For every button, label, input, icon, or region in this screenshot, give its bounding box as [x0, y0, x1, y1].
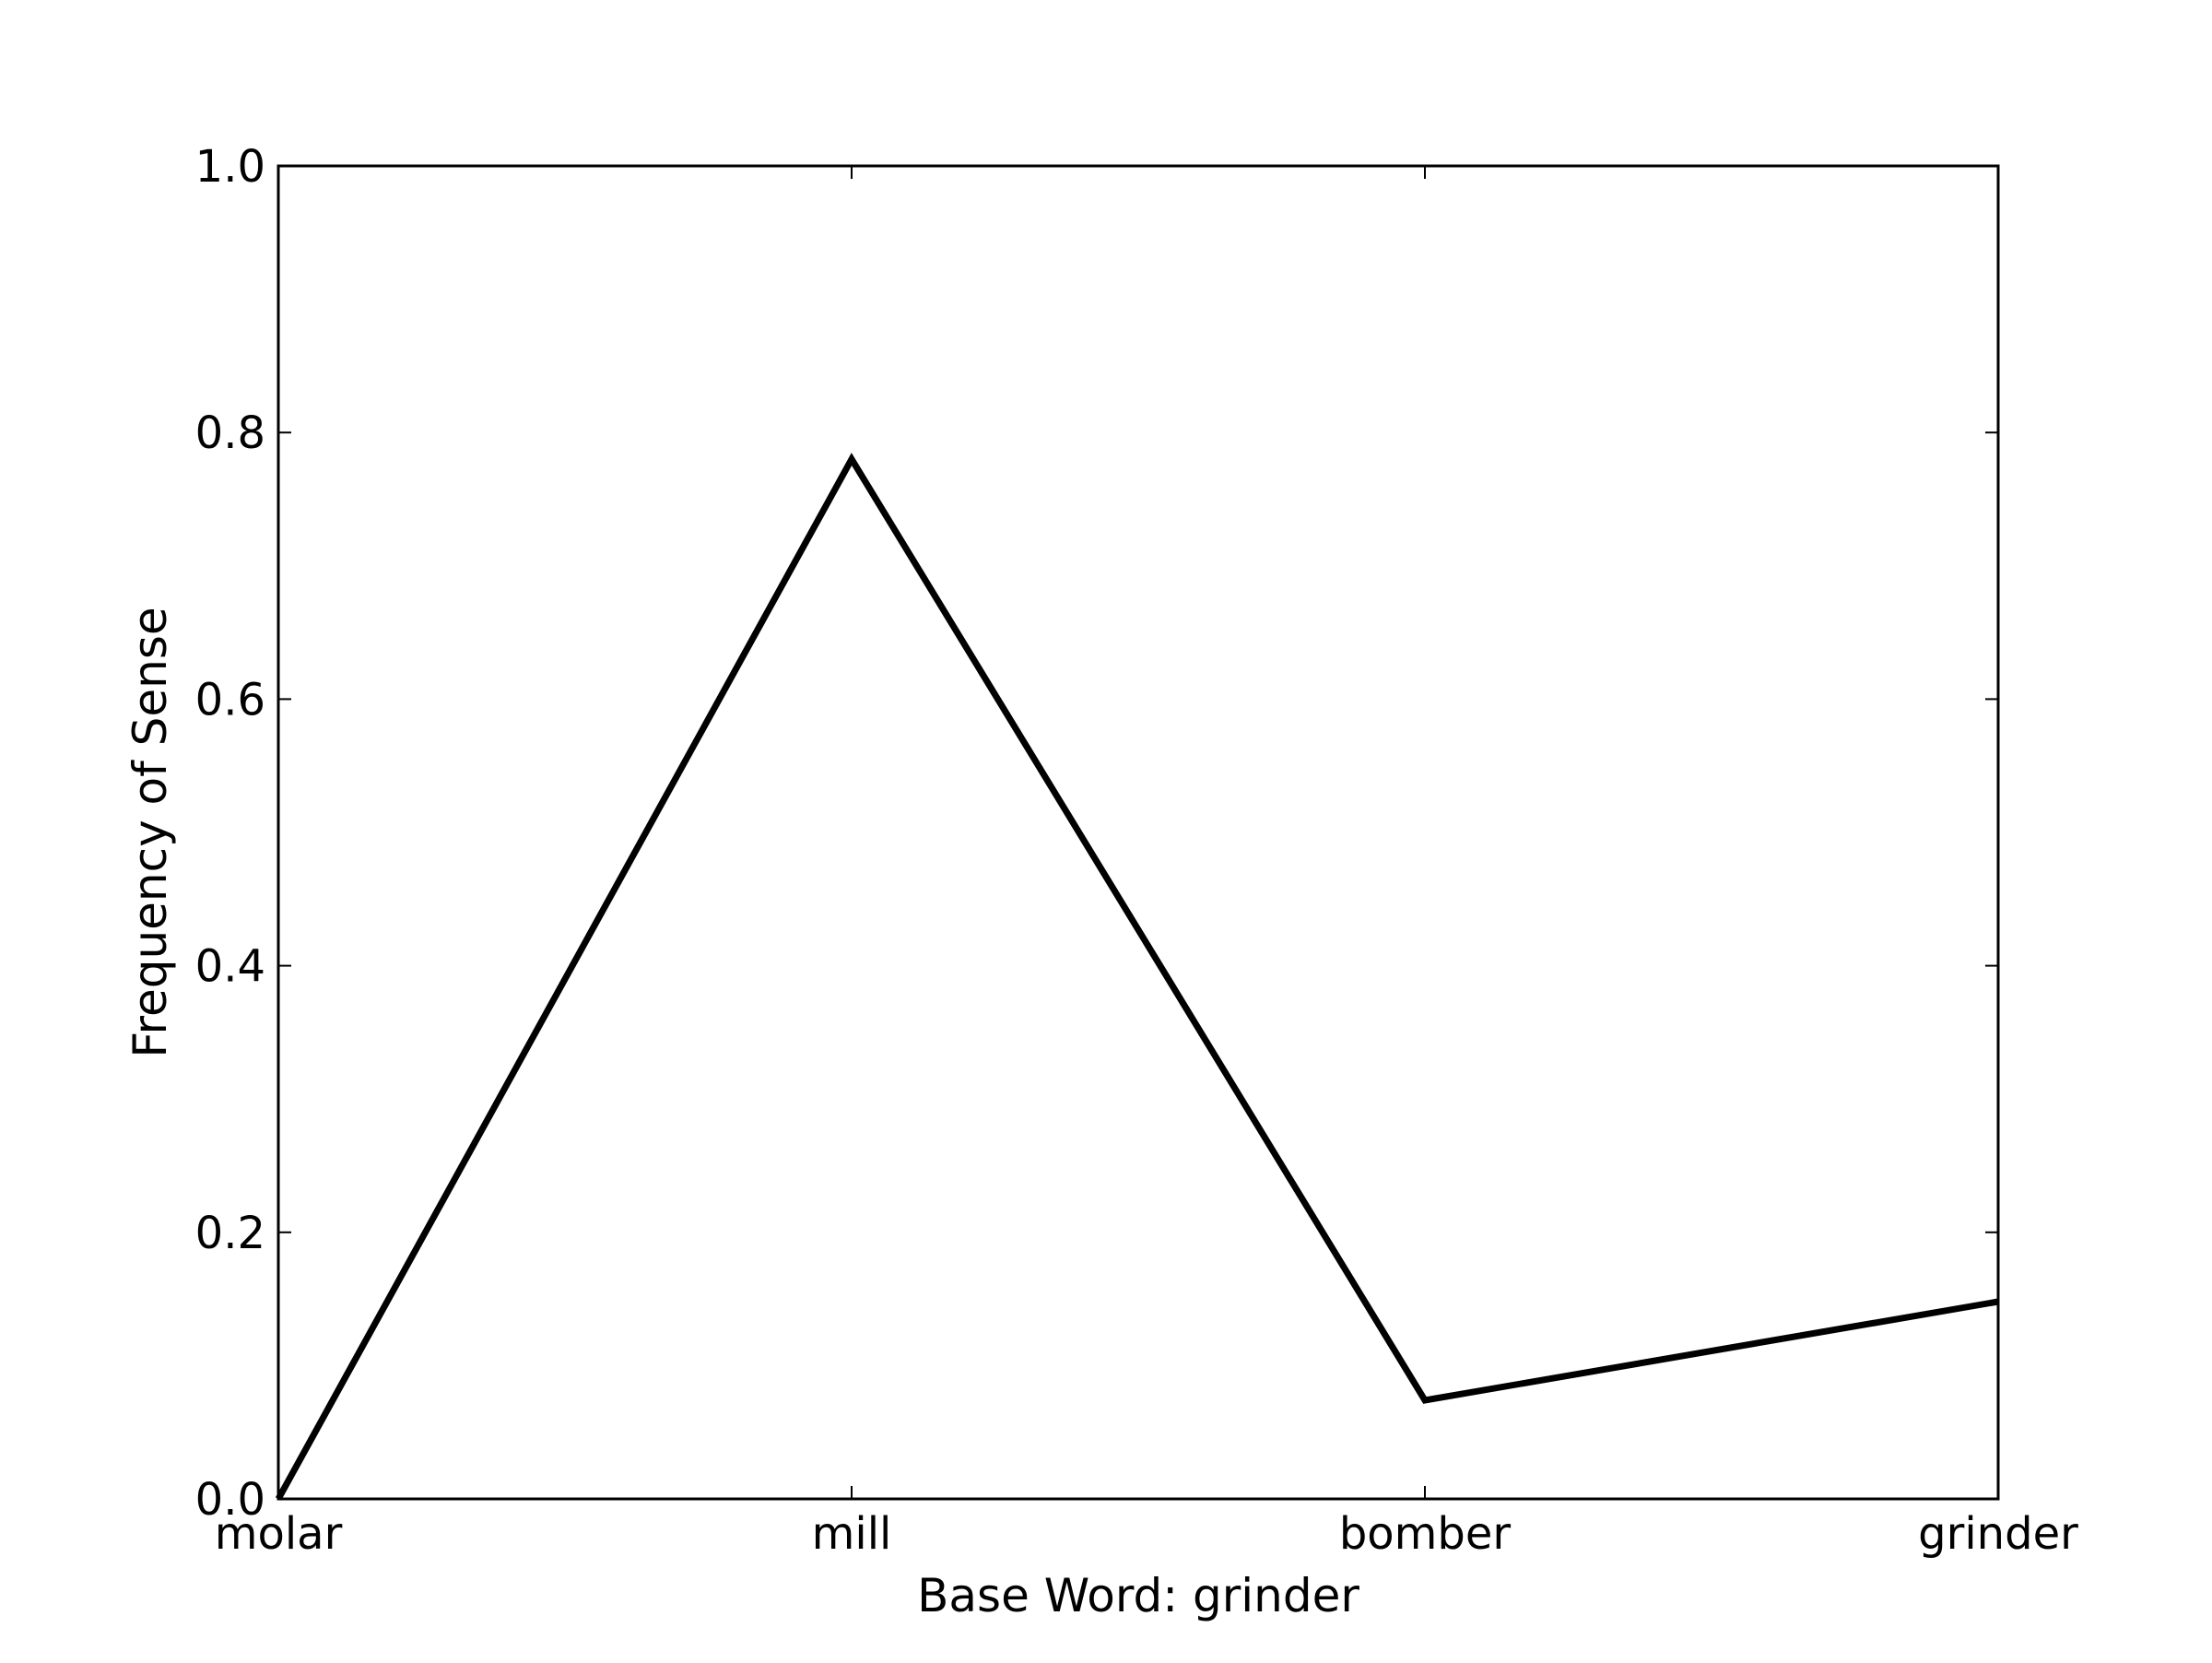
x-tick-label: grinder — [1918, 1508, 2078, 1560]
series-line — [275, 453, 1999, 1501]
y-tick-label: 0.8 — [195, 407, 265, 459]
plot-area — [276, 164, 2000, 1501]
tick-labels: 0.0 0.2 0.4 0.6 0.8 1.0 molar mill bomber grinder — [195, 141, 2078, 1560]
series-layer — [275, 453, 1999, 1501]
x-tick-label: mill — [812, 1508, 892, 1560]
y-tick-label: 0.4 — [195, 941, 265, 993]
y-tick-label: 0.0 — [195, 1474, 265, 1526]
y-tick-label: 0.6 — [195, 674, 265, 725]
y-tick-label: 1.0 — [195, 141, 265, 193]
x-axis-label: Base Word: grinder — [917, 1569, 1359, 1622]
y-tick-label: 0.2 — [195, 1208, 265, 1259]
y-axis-label: Frequency of Sense — [124, 607, 177, 1057]
x-tick-label: molar — [215, 1508, 343, 1560]
x-tick-label: bomber — [1339, 1508, 1512, 1560]
